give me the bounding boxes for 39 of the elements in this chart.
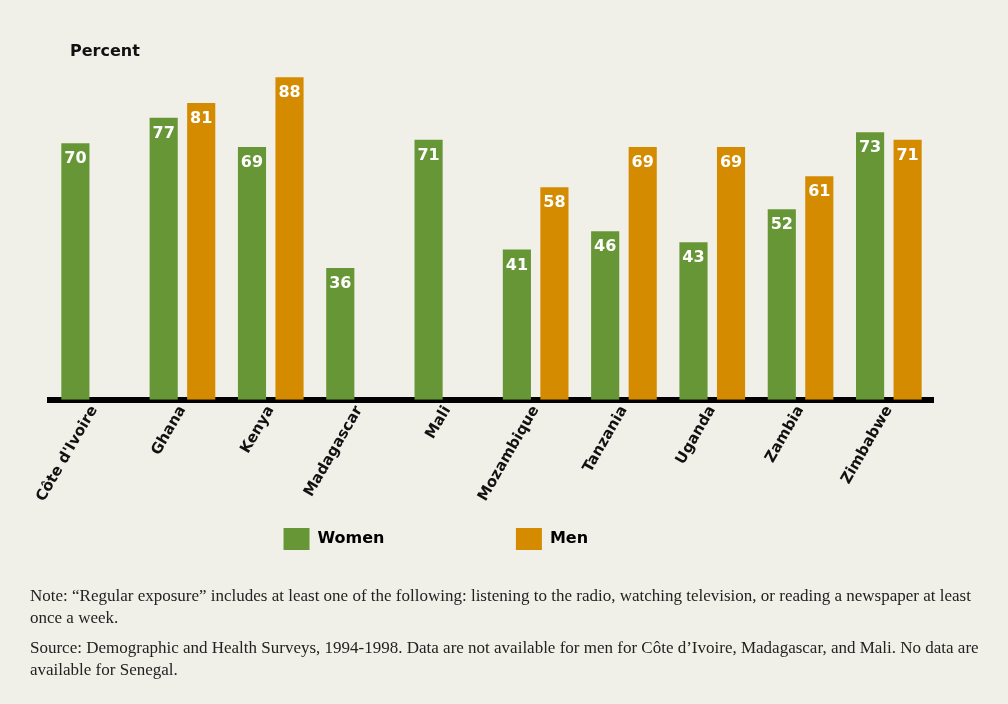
data-label: 58 (543, 192, 566, 212)
data-label: 71 (896, 144, 919, 164)
bar (187, 102, 216, 400)
data-label: 69 (719, 152, 743, 172)
bar (893, 139, 922, 400)
bar (326, 267, 355, 400)
bar (61, 143, 90, 400)
bar (628, 146, 657, 400)
bar (591, 231, 620, 400)
data-label: 71 (417, 144, 440, 164)
data-label: 73 (858, 137, 882, 157)
data-label: 43 (682, 247, 705, 267)
data-label: 77 (152, 122, 175, 142)
data-label: 88 (278, 82, 301, 102)
data-label: 69 (240, 152, 264, 172)
text: Note: “Regular exposure” includes at least one of the following: listening to the radio, watching television, or reading a newspaper at least once a week. (30, 585, 972, 629)
data-label: 81 (190, 108, 213, 128)
y-axis-title: Percent (70, 41, 141, 61)
bar (805, 176, 834, 400)
data-label: 52 (770, 214, 793, 234)
data-label: 70 (64, 148, 87, 168)
bar (856, 132, 885, 400)
data-label: 41 (505, 254, 529, 274)
bar (540, 187, 569, 400)
bar (149, 117, 178, 400)
bar (237, 146, 267, 400)
bar (275, 77, 304, 400)
bar (767, 209, 796, 400)
bar (716, 146, 746, 400)
legend-label: Men (549, 528, 700, 548)
legend-label: Women (317, 528, 496, 548)
bar (414, 139, 443, 400)
data-label: 36 (329, 273, 352, 293)
bar (679, 242, 708, 400)
data-label: 69 (631, 152, 654, 172)
data-label: 61 (808, 181, 831, 201)
source-note: Source: Demographic and Health Surveys, 1994-1998. Data are not available for men for Côte d’Ivoire, Madagascar, and Mali. No data are available for Senegal. (30, 637, 980, 681)
data-label: 46 (594, 236, 617, 256)
bar (502, 249, 531, 400)
